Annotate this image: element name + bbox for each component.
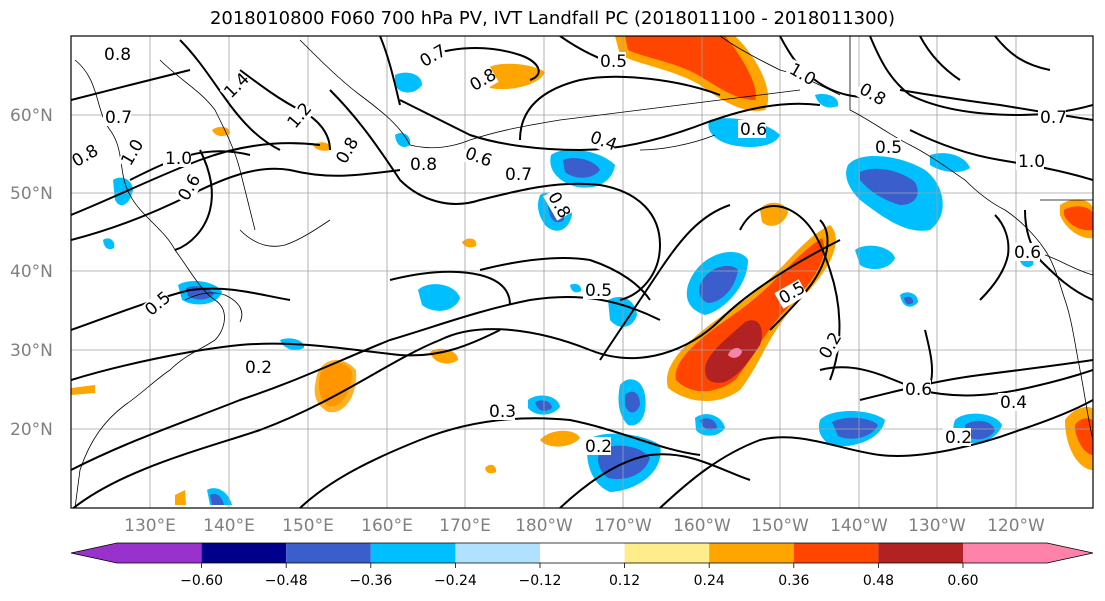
lat-label: 20°N: [10, 420, 53, 440]
colorbar-tick: 0.24: [694, 573, 725, 589]
latitude-labels: 60°N 50°N 40°N 30°N 20°N: [10, 106, 53, 440]
colorbar-segment: [963, 543, 1047, 563]
contour-label: 1.0: [165, 149, 192, 169]
contour-label: 0.2: [945, 428, 972, 448]
lon-label: 160°W: [673, 516, 731, 536]
colorbar: −0.60 −0.48 −0.36 −0.24 −0.12 0.12 0.24 …: [70, 542, 1094, 589]
lon-label: 140°E: [203, 516, 255, 536]
lat-label: 50°N: [10, 184, 53, 204]
lat-label: 40°N: [10, 262, 53, 282]
lon-label: 160°E: [361, 516, 413, 536]
contour-label: 0.6: [905, 380, 932, 400]
colorbar-extend-left: [71, 543, 117, 563]
lon-label: 170°E: [439, 516, 491, 536]
lon-label: 120°W: [987, 516, 1045, 536]
lon-label: 150°W: [751, 516, 809, 536]
contour-label: 0.7: [505, 165, 532, 185]
anomaly-fills: [71, 36, 1093, 505]
positive-anomaly-top: [615, 36, 769, 111]
contour-label: 0.8: [104, 45, 131, 65]
lon-label: 130°W: [908, 516, 966, 536]
colorbar-segment: [370, 543, 456, 563]
longitude-labels: 130°E 140°E 150°E 160°E 170°E 180°W 170°…: [124, 516, 1045, 536]
contour-lines: [71, 36, 1093, 508]
colorbar-tick: 0.48: [863, 573, 894, 589]
colorbar-segment: [201, 543, 287, 563]
contour-label: 0.6: [740, 120, 767, 140]
contour-label: 0.7: [1040, 108, 1067, 128]
contour-label: 0.5: [585, 281, 612, 301]
contour-label: 0.3: [489, 402, 516, 422]
lon-label: 170°W: [594, 516, 652, 536]
colorbar-segment: [793, 543, 879, 563]
contour-label: 0.7: [105, 108, 132, 128]
colorbar-tick: 0.12: [609, 573, 640, 589]
lon-label: 130°E: [124, 516, 176, 536]
contour-label: 0.8: [410, 155, 437, 175]
map-title: 2018010800 F060 700 hPa PV, IVT Landfall…: [209, 8, 896, 29]
colorbar-extend-right: [1047, 543, 1093, 563]
contour-label: 0.5: [600, 52, 627, 72]
colorbar-tick: −0.24: [434, 573, 477, 589]
colorbar-tick: 0.36: [778, 573, 809, 589]
map-frame: [70, 35, 1094, 509]
contour-label: 0.5: [875, 138, 902, 158]
positive-anomaly-south: [540, 430, 580, 447]
lat-label: 60°N: [10, 106, 53, 126]
colorbar-tick: −0.12: [519, 573, 562, 589]
lon-label: 180°W: [515, 516, 573, 536]
lon-label: 140°W: [830, 516, 888, 536]
colorbar-segment: [709, 543, 794, 563]
contour-label: 0.2: [245, 358, 272, 378]
positive-anomaly-sw-ne: [666, 225, 836, 402]
contour-label: 1.0: [1018, 152, 1045, 172]
colorbar-segment: [878, 543, 963, 563]
colorbar-segment: [624, 543, 710, 563]
contour-label: 0.6: [1014, 243, 1041, 263]
colorbar-tick: −0.48: [265, 573, 308, 589]
coastlines: [74, 36, 1093, 508]
lat-label: 30°N: [10, 341, 53, 361]
colorbar-tick: 0.60: [947, 573, 978, 589]
colorbar-segment: [117, 543, 202, 563]
graticule: [71, 36, 1093, 508]
colorbar-tick: −0.36: [349, 573, 392, 589]
lon-label: 150°E: [282, 516, 334, 536]
colorbar-segment: [286, 543, 371, 563]
contour-label: 0.2: [585, 437, 612, 457]
colorbar-tick: −0.60: [180, 573, 223, 589]
positive-anomaly-central: [760, 202, 788, 226]
colorbar-segment: [455, 543, 540, 563]
contour-label: 0.4: [1000, 393, 1027, 413]
colorbar-segment: [540, 543, 625, 563]
positive-anomaly-north-pacific: [483, 63, 545, 90]
